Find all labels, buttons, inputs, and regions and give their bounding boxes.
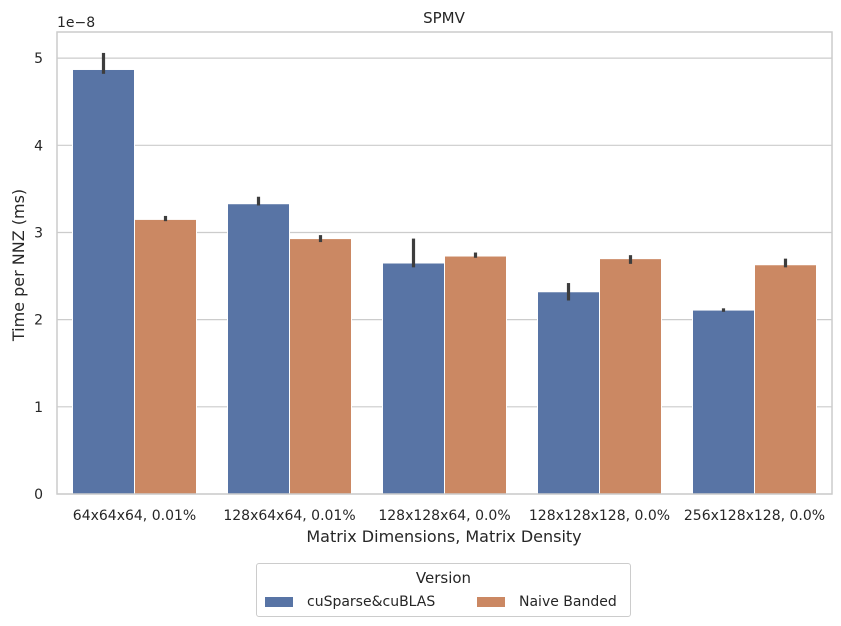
x-tick-label: 128x128x64, 0.0% xyxy=(378,508,510,524)
bar-cusparse xyxy=(72,68,135,495)
legend-entry-cusparse: cuSparse&cuBLAS xyxy=(265,594,435,610)
x-tick-labels: 64x64x64, 0.01% 128x64x64, 0.01% 128x128x6… xyxy=(73,508,825,524)
bar-cusparse xyxy=(537,291,600,495)
x-axis-label: Matrix Dimensions, Matrix Density xyxy=(306,527,581,546)
bar-cusparse xyxy=(227,203,290,495)
plot-frame xyxy=(56,31,833,495)
legend-title: Version xyxy=(415,569,472,587)
x-tick-label: 256x128x128, 0.0% xyxy=(684,508,825,524)
x-tick-label: 64x64x64, 0.01% xyxy=(73,508,196,524)
bar-naive-banded xyxy=(599,258,662,495)
legend: Version cuSparse&cuBLAS Naive Banded xyxy=(256,563,631,617)
bar-naive-banded xyxy=(754,264,817,495)
legend-label-naive-banded: Naive Banded xyxy=(519,594,617,610)
y-axis-label: Time per NNZ (ms) xyxy=(9,189,28,342)
bars-group xyxy=(72,68,817,495)
y-tick-label: 2 xyxy=(34,313,43,329)
y-tick-label: 3 xyxy=(34,225,43,241)
legend-swatch-cusparse xyxy=(265,597,293,607)
x-tick-label: 128x128x128, 0.0% xyxy=(529,508,670,524)
y-tick-labels: 0 1 2 3 4 5 xyxy=(34,51,43,503)
bar-chart: SPMV 1e−8 0 1 2 3 4 5 64x64x64, 0.01% 128x64x6… xyxy=(9,9,833,546)
x-tick-label: 128x64x64, 0.01% xyxy=(223,508,355,524)
legend-label-cusparse: cuSparse&cuBLAS xyxy=(307,594,436,610)
bar-naive-banded xyxy=(134,218,197,495)
error-bars-group xyxy=(101,52,788,312)
y-tick-label: 5 xyxy=(34,51,43,67)
legend-entry-naive-banded: Naive Banded xyxy=(477,594,617,610)
bar-cusparse xyxy=(692,309,755,495)
y-axis-offset-label: 1e−8 xyxy=(57,15,95,31)
legend-swatch-naive-banded xyxy=(477,597,505,607)
y-tick-label: 0 xyxy=(34,487,43,503)
y-tick-label: 1 xyxy=(34,400,43,416)
bar-cusparse xyxy=(382,262,445,495)
bar-naive-banded xyxy=(289,238,352,495)
bar-naive-banded xyxy=(444,255,507,495)
chart-title: SPMV xyxy=(423,9,466,27)
y-tick-label: 4 xyxy=(34,138,43,154)
